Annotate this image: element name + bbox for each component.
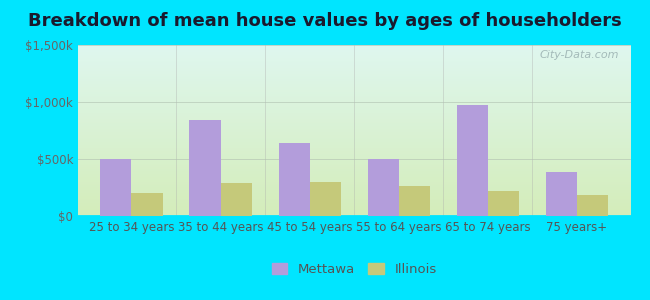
Bar	[309, 182, 341, 216]
Bar	[100, 159, 131, 216]
Bar	[220, 183, 252, 216]
Bar	[189, 120, 220, 216]
Text: Breakdown of mean house values by ages of householders: Breakdown of mean house values by ages o…	[28, 12, 622, 30]
Bar	[131, 193, 162, 216]
Bar	[577, 195, 608, 216]
Legend: Mettawa, Illinois: Mettawa, Illinois	[266, 258, 442, 281]
Bar	[368, 159, 399, 216]
Bar	[278, 143, 309, 216]
Bar	[399, 186, 430, 216]
Text: City-Data.com: City-Data.com	[540, 50, 619, 60]
Bar	[457, 105, 488, 216]
Bar	[488, 191, 519, 216]
Bar	[546, 172, 577, 216]
